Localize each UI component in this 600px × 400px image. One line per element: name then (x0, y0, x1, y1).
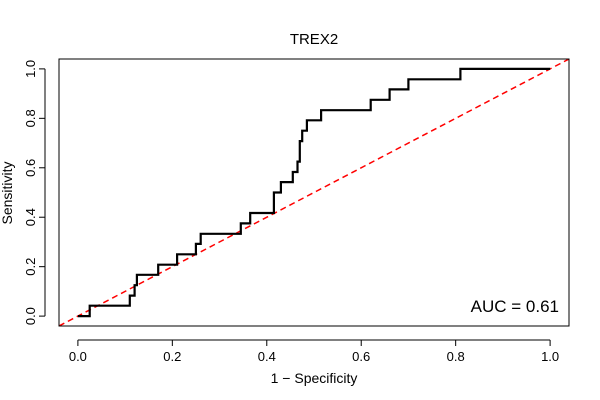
y-tick-label: 1.0 (23, 60, 38, 78)
chart-title: TREX2 (290, 31, 338, 48)
x-axis-label: 1 − Specificity (271, 370, 358, 386)
auc-annotation: AUC = 0.61 (471, 297, 559, 316)
plot-frame (58, 58, 570, 327)
y-axis: 0.0 0.2 0.4 0.6 0.8 1.0 (23, 60, 46, 325)
y-tick-label: 0.8 (23, 109, 38, 127)
y-tick-label: 0.4 (23, 208, 38, 226)
y-tick-label: 0.0 (23, 307, 38, 325)
x-tick-label: 0.0 (69, 349, 87, 364)
roc-curve (77, 67, 551, 318)
y-tick-label: 0.6 (23, 159, 38, 177)
y-axis-label: Sensitivity (0, 161, 15, 224)
chance-line (59, 59, 569, 326)
x-tick-label: 0.4 (258, 349, 276, 364)
x-tick-label: 1.0 (541, 349, 559, 364)
plot-marks (59, 59, 569, 326)
x-tick-label: 0.6 (352, 349, 370, 364)
x-tick-label: 0.8 (447, 349, 465, 364)
x-axis: 0.0 0.2 0.4 0.6 0.8 1.0 (69, 339, 559, 364)
x-tick-label: 0.2 (163, 349, 181, 364)
y-tick-label: 0.2 (23, 258, 38, 276)
